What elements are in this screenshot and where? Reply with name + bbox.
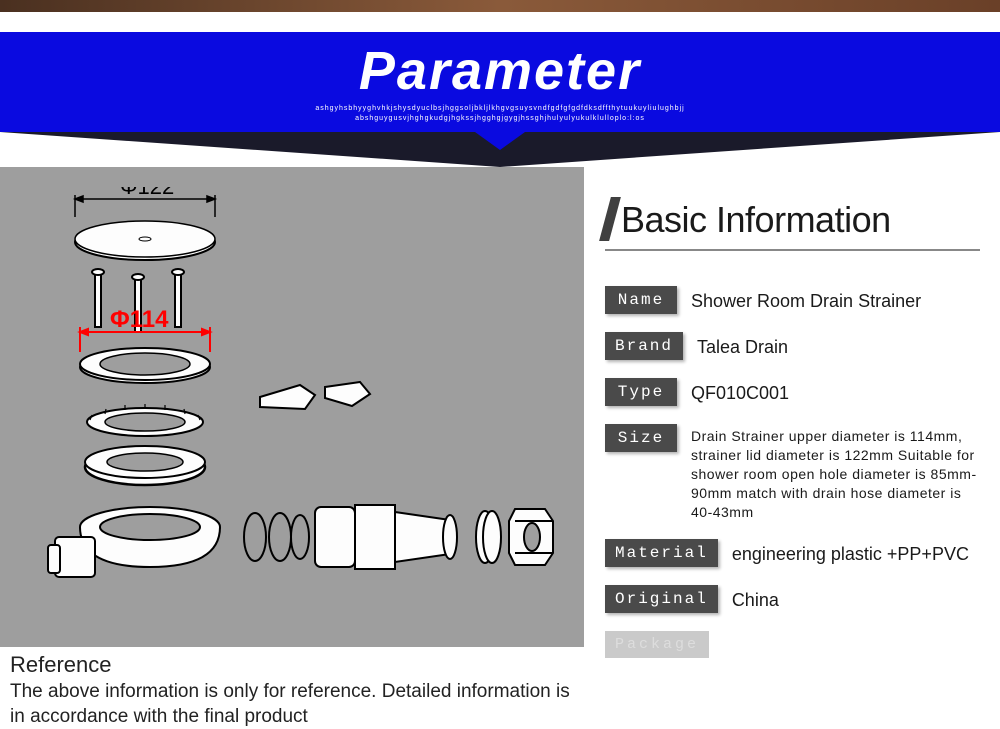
label-original: Original <box>605 585 718 613</box>
label-material: Material <box>605 539 718 567</box>
nut <box>509 509 553 565</box>
value-type: QF010C001 <box>691 378 789 405</box>
lid-part <box>75 221 215 260</box>
banner-ribbon: Parameter ashgyhsbhyyghvhkjshysdyuclbsjh… <box>0 32 1000 132</box>
o-rings <box>244 513 309 561</box>
info-row-brand: Brand Talea Drain <box>605 332 980 360</box>
value-name: Shower Room Drain Strainer <box>691 286 921 313</box>
reference-title: Reference <box>10 652 580 678</box>
info-row-type: Type QF010C001 <box>605 378 980 406</box>
label-package: Package <box>605 631 709 658</box>
info-row-material: Material engineering plastic +PP+PVC <box>605 539 980 567</box>
banner-angle-right <box>500 132 1000 167</box>
value-brand: Talea Drain <box>697 332 788 359</box>
value-size: Drain Strainer upper diameter is 114mm, … <box>691 424 980 521</box>
content-area: Φ122 Φ114 <box>0 167 1000 729</box>
diagram-panel: Φ122 Φ114 <box>0 167 590 729</box>
info-panel: Basic Information Name Shower Room Drain… <box>590 167 1000 729</box>
clips <box>260 382 370 409</box>
label-name: Name <box>605 286 677 314</box>
banner-subtitle: ashgyhsbhyyghvhkjshysdyuclbsjhggsoljbklj… <box>315 104 684 124</box>
drain-body <box>48 507 220 577</box>
exploded-diagram: Φ122 Φ114 <box>20 187 580 637</box>
banner-pointer-icon <box>475 132 525 150</box>
reference-block: Reference The above information is only … <box>10 652 580 729</box>
upper-ring <box>80 348 210 383</box>
value-material: engineering plastic +PP+PVC <box>732 539 969 566</box>
gasket-2 <box>85 446 205 485</box>
section-header: Basic Information <box>605 197 980 241</box>
washer <box>476 511 501 563</box>
label-size: Size <box>605 424 677 452</box>
top-decorative-strip <box>0 0 1000 12</box>
parameter-banner: Parameter ashgyhsbhyyghvhkjshysdyuclbsjh… <box>0 12 1000 167</box>
info-row-package: Package <box>605 631 980 658</box>
dim-122-label: Φ122 <box>120 187 174 199</box>
banner-angle-left <box>0 132 500 167</box>
section-title: Basic Information <box>621 199 891 241</box>
value-original: China <box>732 585 779 612</box>
gasket-1 <box>87 404 203 436</box>
hose-connector <box>315 505 457 569</box>
label-brand: Brand <box>605 332 683 360</box>
label-type: Type <box>605 378 677 406</box>
reference-text: The above information is only for refere… <box>10 680 580 729</box>
section-mark-icon <box>599 197 621 241</box>
info-row-original: Original China <box>605 585 980 613</box>
info-row-size: Size Drain Strainer upper diameter is 11… <box>605 424 980 521</box>
info-row-name: Name Shower Room Drain Strainer <box>605 286 980 314</box>
dim-114-label: Φ114 <box>110 306 169 333</box>
section-rule <box>605 249 980 251</box>
banner-title: Parameter <box>359 40 641 102</box>
